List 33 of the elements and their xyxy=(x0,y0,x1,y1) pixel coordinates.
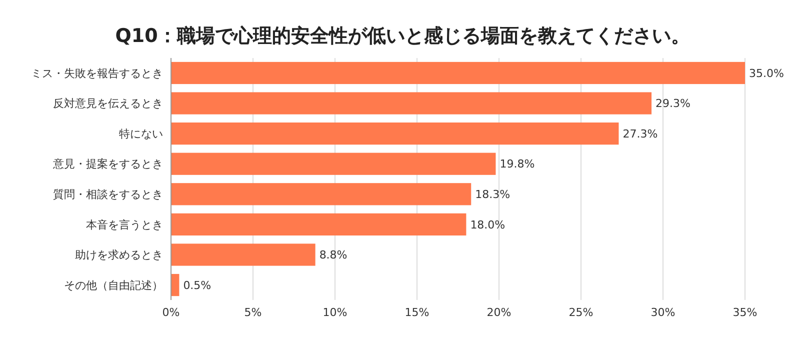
x-tick-label: 5% xyxy=(244,306,262,319)
x-tick-label: 30% xyxy=(650,306,676,319)
x-tick-label: 15% xyxy=(404,306,430,319)
y-tick-label: 反対意見を伝えるとき xyxy=(53,97,163,110)
x-tick-label: 25% xyxy=(568,306,594,319)
data-label: 29.3% xyxy=(656,97,690,110)
data-label: 27.3% xyxy=(622,127,658,140)
x-tick-label: 10% xyxy=(322,306,348,319)
x-tick-label: 35% xyxy=(732,306,758,319)
x-tick-label: 0% xyxy=(162,306,180,319)
y-tick-label: その他（自由記述） xyxy=(64,278,163,292)
bar xyxy=(171,152,496,175)
y-tick-label: 本音を言うとき xyxy=(86,218,163,232)
y-tick-label: 質問・相談をするとき xyxy=(53,188,163,201)
data-label: 8.8% xyxy=(319,248,348,262)
y-tick-label: 助けを求めるとき xyxy=(75,248,163,262)
bar xyxy=(171,213,466,236)
data-label: 0.5% xyxy=(183,278,212,292)
bar xyxy=(171,183,472,206)
data-label: 18.0% xyxy=(470,218,506,232)
bar xyxy=(171,122,619,145)
y-tick-label: ミス・失敗を報告するとき xyxy=(31,66,163,80)
x-tick-label: 20% xyxy=(486,306,512,319)
data-label: 18.3% xyxy=(475,188,510,201)
chart-title: Q10：職場で心理的安全性が低いと感じる場面を教えてください。 xyxy=(115,25,690,47)
bar xyxy=(171,274,180,296)
bar xyxy=(171,244,316,266)
y-tick-label: 意見・提案をするとき xyxy=(52,158,163,171)
data-label: 19.8% xyxy=(500,158,535,171)
y-tick-label: 特にない xyxy=(119,127,163,140)
bar xyxy=(171,62,745,84)
bar xyxy=(171,92,652,114)
data-label: 35.0% xyxy=(749,66,784,80)
